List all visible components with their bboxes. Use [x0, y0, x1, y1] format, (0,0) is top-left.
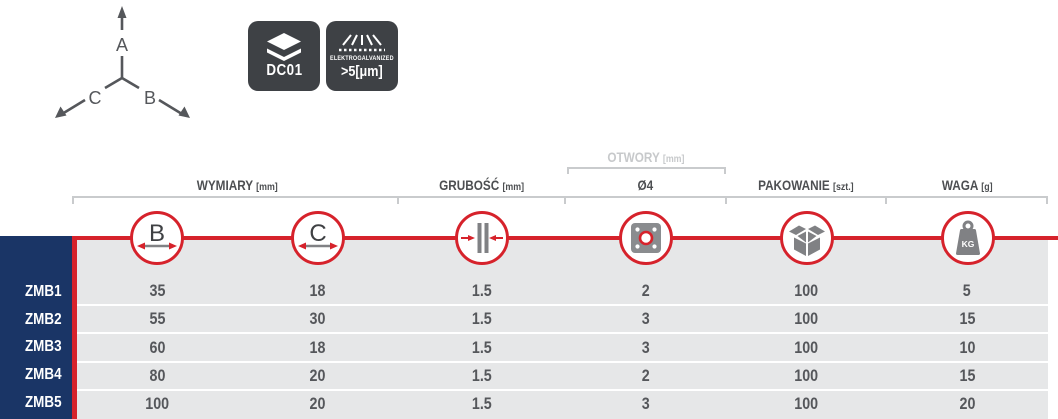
cell-b: 80: [149, 365, 165, 385]
cell-grubosc: 1.5: [471, 309, 492, 329]
cell-c: 18: [309, 281, 326, 301]
cell-grubosc: 1.5: [471, 281, 492, 301]
cell-pakowanie: 100: [794, 365, 818, 385]
dimension-c-badge: C: [291, 211, 345, 265]
model-label: ZMB5: [25, 394, 62, 412]
cell-c: 18: [309, 337, 326, 357]
cell-b: 55: [149, 309, 165, 329]
bracket-tick: [397, 196, 399, 204]
column-bracket: [72, 196, 1048, 198]
table-row: 60 18 1.5 3 100 10: [77, 334, 1048, 363]
material-badge: DC01: [248, 21, 320, 91]
model-label: ZMB3: [25, 338, 62, 356]
cell-b: 100: [145, 393, 169, 413]
header-rule: [72, 236, 1058, 240]
cell-waga: 5: [963, 281, 971, 301]
dimension-letter: C: [309, 220, 326, 247]
model-label: ZMB2: [25, 310, 62, 328]
cell-grubosc: 1.5: [471, 337, 492, 357]
axis-label-b: B: [144, 88, 156, 108]
axis-label-c: C: [89, 88, 102, 108]
cell-otwory: 3: [641, 309, 650, 329]
header-waga: WAGA [g]: [941, 177, 993, 193]
package-icon: [789, 225, 825, 256]
cell-pakowanie: 100: [794, 393, 818, 413]
model-column-rule: [72, 236, 77, 419]
coating-name: ELEKTROGALVANIZED: [330, 54, 394, 62]
cell-c: 20: [309, 393, 326, 413]
cell-grubosc: 1.5: [471, 365, 492, 385]
cell-b: 35: [149, 281, 165, 301]
thickness-badge: [455, 211, 509, 265]
cell-c: 30: [309, 309, 326, 329]
cell-waga: 10: [959, 337, 975, 357]
material-grade: DC01: [265, 62, 303, 79]
cell-pakowanie: 100: [794, 309, 818, 329]
model-label: ZMB4: [25, 366, 62, 384]
weight-icon: KG: [956, 220, 980, 255]
packaging-badge: [780, 211, 834, 265]
table-row: 100 20 1.5 3 100 20: [77, 391, 1048, 417]
header-wymiary: WYMIARY [mm]: [196, 177, 279, 193]
bracket-tick: [564, 196, 566, 204]
cell-waga: 15: [959, 309, 975, 329]
weight-letters: KG: [962, 239, 975, 249]
plate-hole-icon: [631, 223, 661, 253]
bracket-tick: [1046, 196, 1048, 204]
dimension-b-icon: B: [137, 220, 177, 250]
dimension-b-badge: B: [130, 211, 184, 265]
cell-waga: 20: [959, 393, 975, 413]
coating-thickness: >5[μm]: [341, 62, 383, 80]
table-row: 55 30 1.5 3 100 15: [77, 306, 1048, 335]
cell-c: 20: [309, 365, 326, 385]
layers-icon: [267, 33, 301, 61]
model-column-background: [0, 236, 72, 419]
axis-diagram: A B C: [55, 6, 190, 118]
thickness-icon: [461, 223, 503, 253]
cell-otwory: 3: [641, 337, 650, 357]
bracket-tick: [72, 196, 74, 204]
weight-badge: KG: [941, 211, 995, 265]
coating-badge: ELEKTROGALVANIZED >5[μm]: [326, 21, 398, 91]
otwory-bracket: [567, 167, 726, 174]
axis-label-a: A: [116, 35, 128, 55]
header-grubosc: GRUBOŚĆ [mm]: [439, 177, 524, 193]
model-label-column: ZMB1 ZMB2 ZMB3 ZMB4 ZMB5: [0, 278, 62, 417]
hatch-icon: [339, 33, 385, 51]
model-label: ZMB1: [25, 282, 62, 300]
cell-waga: 15: [959, 365, 975, 385]
cell-pakowanie: 100: [794, 281, 818, 301]
bracket-tick: [885, 196, 887, 204]
cell-pakowanie: 100: [794, 337, 818, 357]
cell-grubosc: 1.5: [471, 393, 492, 413]
bracket-tick: [725, 196, 727, 204]
cell-b: 60: [149, 337, 165, 357]
cell-otwory: 3: [641, 393, 650, 413]
cell-otwory: 2: [641, 281, 650, 301]
group-header-otwory: OTWORY [mm]: [606, 149, 685, 165]
table-row: 80 20 1.5 2 100 15: [77, 363, 1048, 391]
spec-table-body: 35 18 1.5 2 100 5 55 30 1.5 3 100 15 60 …: [77, 278, 1048, 417]
table-row: 35 18 1.5 2 100 5: [77, 278, 1048, 307]
cell-otwory: 2: [641, 365, 650, 385]
header-otwory-diameter: Ø4: [637, 177, 654, 193]
dimension-c-icon: C: [298, 220, 338, 250]
dimension-letter: B: [149, 220, 165, 247]
hole-plate-badge: [619, 211, 673, 265]
header-pakowanie: PAKOWANIE [szt.]: [758, 177, 854, 193]
